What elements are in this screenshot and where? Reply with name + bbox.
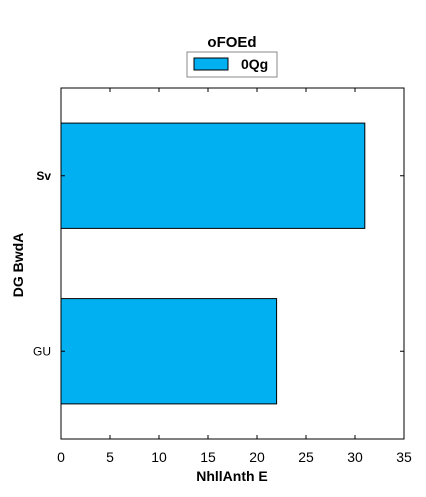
bar-gu <box>61 299 277 404</box>
x-axis-label: NhllAnth E <box>196 468 268 484</box>
x-tick-label: 15 <box>200 449 216 465</box>
chart-title: oFOEd <box>207 34 256 51</box>
y-tick-label: GU <box>33 344 51 358</box>
y-axis-label: DG BwdA <box>10 233 26 298</box>
x-tick-label: 25 <box>298 449 314 465</box>
x-tick-label: 10 <box>151 449 167 465</box>
x-tick-label: 5 <box>106 449 114 465</box>
bars-group <box>61 123 365 404</box>
x-tick-label: 35 <box>396 449 412 465</box>
x-tick-label: 20 <box>249 449 265 465</box>
x-tick-label: 0 <box>57 449 65 465</box>
legend-swatch <box>194 58 228 70</box>
y-tick-label: Sv <box>36 169 51 183</box>
legend-label: 0Qg <box>241 56 268 72</box>
legend: 0Qg <box>187 52 277 77</box>
bar-sv <box>61 123 365 228</box>
x-tick-label: 30 <box>347 449 363 465</box>
